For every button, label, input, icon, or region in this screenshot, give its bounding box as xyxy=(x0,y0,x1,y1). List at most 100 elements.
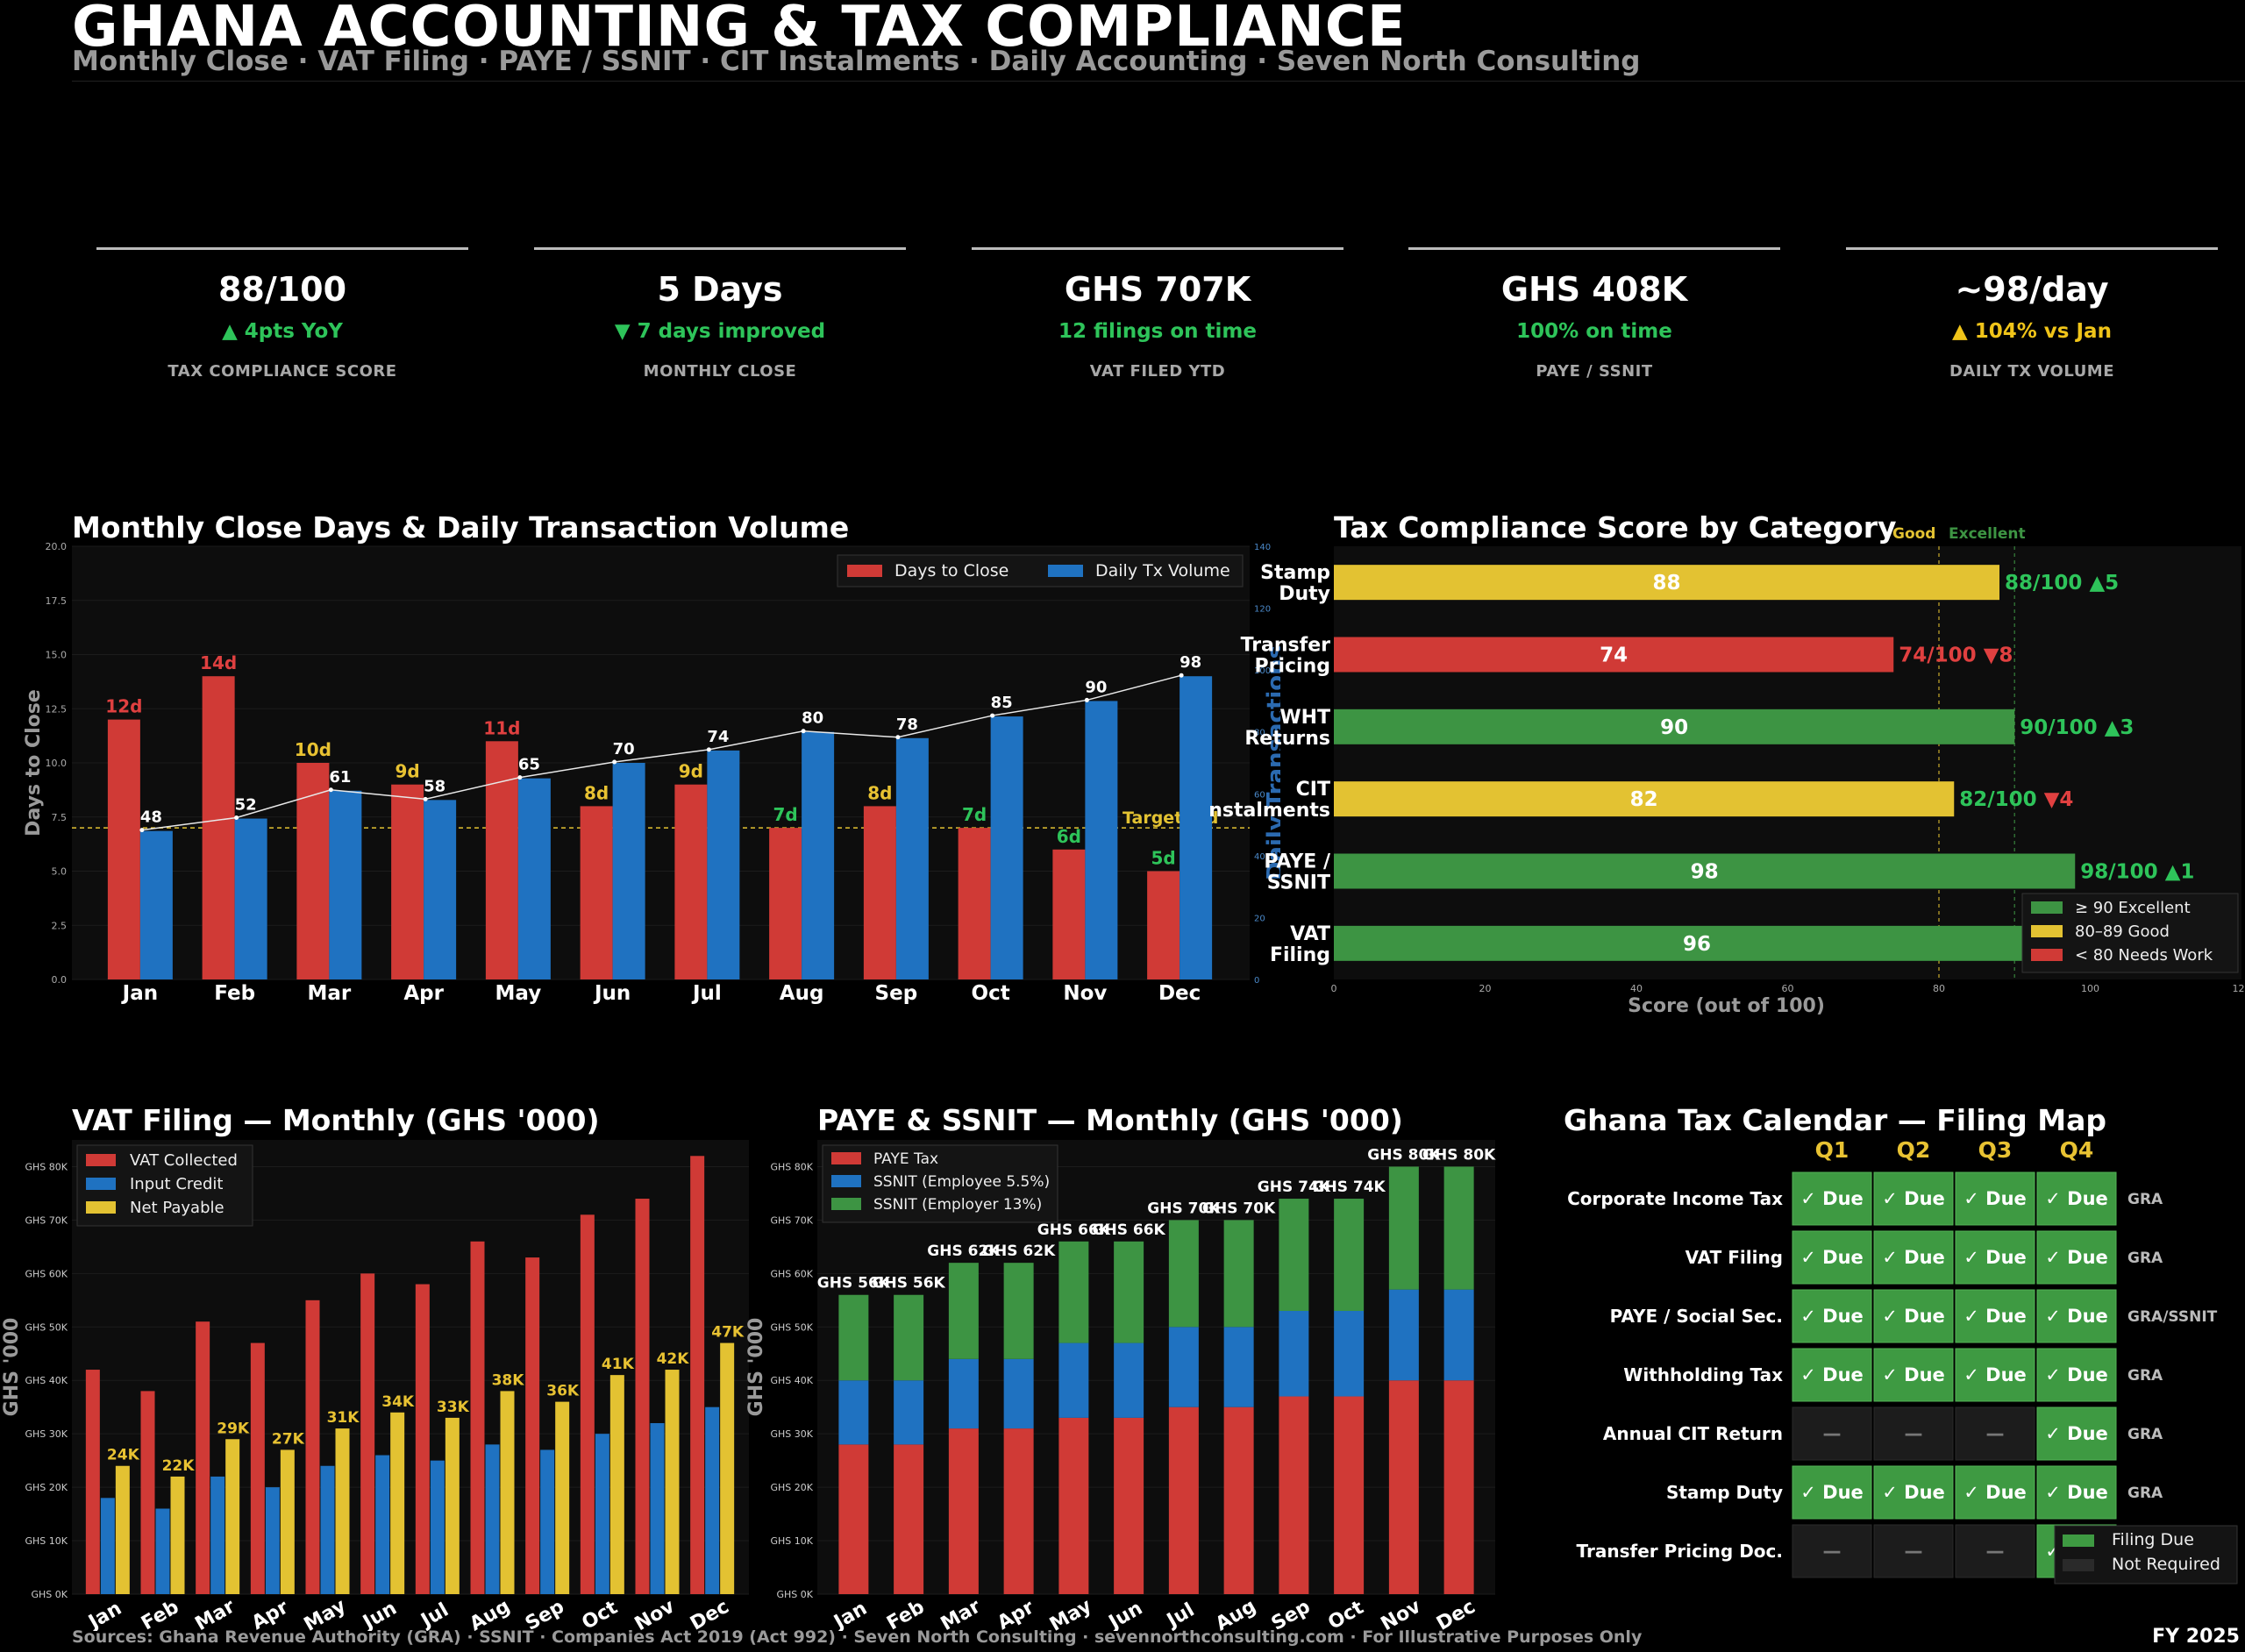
score-bar xyxy=(1334,925,2060,961)
vat-chart: GHS 0K GHS 10K GHS 20K GHS 30K GHS 40K GHS 50… xyxy=(1,1140,749,1631)
score-annotation: 88/100 ▲5 xyxy=(2005,572,2119,595)
x-tick-label: 80 xyxy=(1933,983,1945,994)
filing-due-cell xyxy=(1792,1171,1872,1226)
paye-segment xyxy=(894,1444,924,1594)
filing-cell-label: ✓ Due xyxy=(1882,1247,1945,1268)
y-tick-label: 2.5 xyxy=(52,920,68,931)
filing-due-cell xyxy=(2036,1230,2117,1285)
total-label: GHS 62K xyxy=(982,1243,1056,1260)
y2-tick-label: 100 xyxy=(1254,666,1271,676)
volume-point xyxy=(139,828,145,833)
paye-legend: PAYE Tax SSNIT (Employee 5.5%) SSNIT (Empl… xyxy=(822,1144,1058,1223)
net-payable-bar xyxy=(720,1342,735,1594)
x-tick-label: Mar xyxy=(192,1596,239,1631)
volume-point xyxy=(1084,697,1089,702)
ssnit-employer-segment xyxy=(1114,1241,1144,1343)
ssnit-employee-segment xyxy=(1388,1289,1419,1381)
x-tick-label: Dec xyxy=(687,1596,733,1631)
kpi-value: ~98/day xyxy=(1955,270,2109,309)
x-tick-label: Aug xyxy=(1212,1595,1259,1631)
y-tick-label: GHS 60K xyxy=(25,1268,68,1279)
y-axis-label: GHS '000 xyxy=(1,1318,23,1417)
score-value: 82 xyxy=(1630,788,1658,811)
legend-swatch xyxy=(847,565,882,577)
vat-panel-title: VAT Filing — Monthly (GHS '000) xyxy=(72,1103,600,1137)
authority-label: GRA xyxy=(2127,1426,2163,1443)
y2-tick-label: 40 xyxy=(1254,852,1265,862)
ssnit-employee-segment xyxy=(1334,1311,1365,1397)
net-payable-bar xyxy=(555,1401,570,1594)
y-tick-label: GHS 0K xyxy=(32,1589,68,1600)
filing-due-cell xyxy=(1792,1465,1872,1520)
y-tick-label: GHS 70K xyxy=(771,1214,814,1226)
x-axis-label: Score (out of 100) xyxy=(1628,995,1825,1017)
compliance-chart: 0 20 40 60 80 100 120 Score (out of 100) Good Exc… xyxy=(1210,525,2245,1017)
ssnit-employer-segment xyxy=(1388,1166,1419,1290)
legend-label: Daily Tx Volume xyxy=(1095,561,1230,580)
score-label: 98/100 xyxy=(2080,861,2164,884)
filing-due-cell xyxy=(1873,1230,1954,1285)
kpi-top-rule xyxy=(972,247,1343,250)
score-value: 74 xyxy=(1600,644,1628,667)
filing-due-cell xyxy=(2036,1171,2117,1226)
footer-sources: Sources: Ghana Revenue Authority (GRA) ·… xyxy=(72,1627,1643,1647)
filing-row-label: VAT Filing xyxy=(1686,1247,1783,1268)
ssnit-employee-segment xyxy=(838,1380,869,1445)
ssnit-employee-segment xyxy=(1058,1342,1089,1418)
not-required-cell xyxy=(1955,1524,2035,1578)
filing-cell-label: — xyxy=(1986,1541,2005,1562)
filing-cell-label: ✓ Due xyxy=(2045,1482,2108,1503)
x-tick-label: 20 xyxy=(1479,983,1492,994)
volume-bar xyxy=(517,778,551,979)
score-value: 98 xyxy=(1691,861,1719,884)
days-label: 10d xyxy=(295,739,331,760)
total-label: GHS 66K xyxy=(1037,1221,1111,1239)
filing-cell-label: ✓ Due xyxy=(1963,1188,2027,1209)
legend-label: ≥ 90 Excellent xyxy=(2075,899,2191,917)
legend-swatch xyxy=(831,1175,861,1187)
net-payable-label: 47K xyxy=(711,1324,745,1342)
score-change: ▼4 xyxy=(2044,788,2074,811)
score-change: ▲5 xyxy=(2089,572,2119,595)
days-bar xyxy=(391,784,424,979)
category-label: Stamp xyxy=(1260,562,1330,584)
filing-row-label: Corporate Income Tax xyxy=(1567,1188,1783,1209)
filing-due-cell xyxy=(1955,1465,2035,1520)
net-payable-bar xyxy=(445,1417,460,1594)
legend-swatch xyxy=(831,1152,861,1164)
score-annotation: 74/100 ▼8 xyxy=(1899,644,2013,667)
days-label: 7d xyxy=(962,804,987,825)
close-legend: Days to Close Daily Tx Volume xyxy=(837,554,1244,587)
category-label: Pricing xyxy=(1254,656,1330,678)
filing-cell-label: ✓ Due xyxy=(1800,1188,1864,1209)
threshold-label: Excellent xyxy=(1949,525,2026,543)
days-bar xyxy=(958,828,991,979)
paye-panel-title: PAYE & SSNIT — Monthly (GHS '000) xyxy=(817,1103,1403,1137)
y-tick-label: GHS 40K xyxy=(771,1375,814,1386)
y2-tick-label: 120 xyxy=(1254,605,1271,615)
score-annotation: 98/100 ▲1 xyxy=(2080,861,2194,884)
kpi-label: VAT FILED YTD xyxy=(1089,362,1226,381)
y2-tick-label: 140 xyxy=(1254,543,1271,552)
total-label: GHS 74K xyxy=(1313,1178,1386,1196)
y-axis-label: GHS '000 xyxy=(745,1318,767,1417)
vat-collected-bar xyxy=(525,1257,540,1594)
legend-swatch xyxy=(1048,565,1083,577)
volume-label: 90 xyxy=(1085,678,1107,696)
score-label: 88/100 xyxy=(2005,572,2089,595)
authority-label: GRA xyxy=(2127,1367,2163,1385)
score-bar xyxy=(1334,637,1894,673)
score-bar xyxy=(1334,709,2015,744)
days-label: 11d xyxy=(483,717,520,738)
ssnit-employee-segment xyxy=(1168,1327,1199,1407)
y-tick-label: 10.0 xyxy=(46,758,68,769)
paye-segment xyxy=(1168,1406,1199,1594)
filing-due-cell xyxy=(2036,1406,2117,1461)
volume-bar xyxy=(612,763,645,979)
category-label: Duty xyxy=(1279,583,1330,605)
volume-point xyxy=(990,713,995,718)
days-label: 12d xyxy=(105,696,142,717)
input-credit-bar xyxy=(155,1508,170,1594)
days-label: 8d xyxy=(584,782,609,803)
calendar-legend: Filing Due Not Required xyxy=(2054,1525,2238,1584)
